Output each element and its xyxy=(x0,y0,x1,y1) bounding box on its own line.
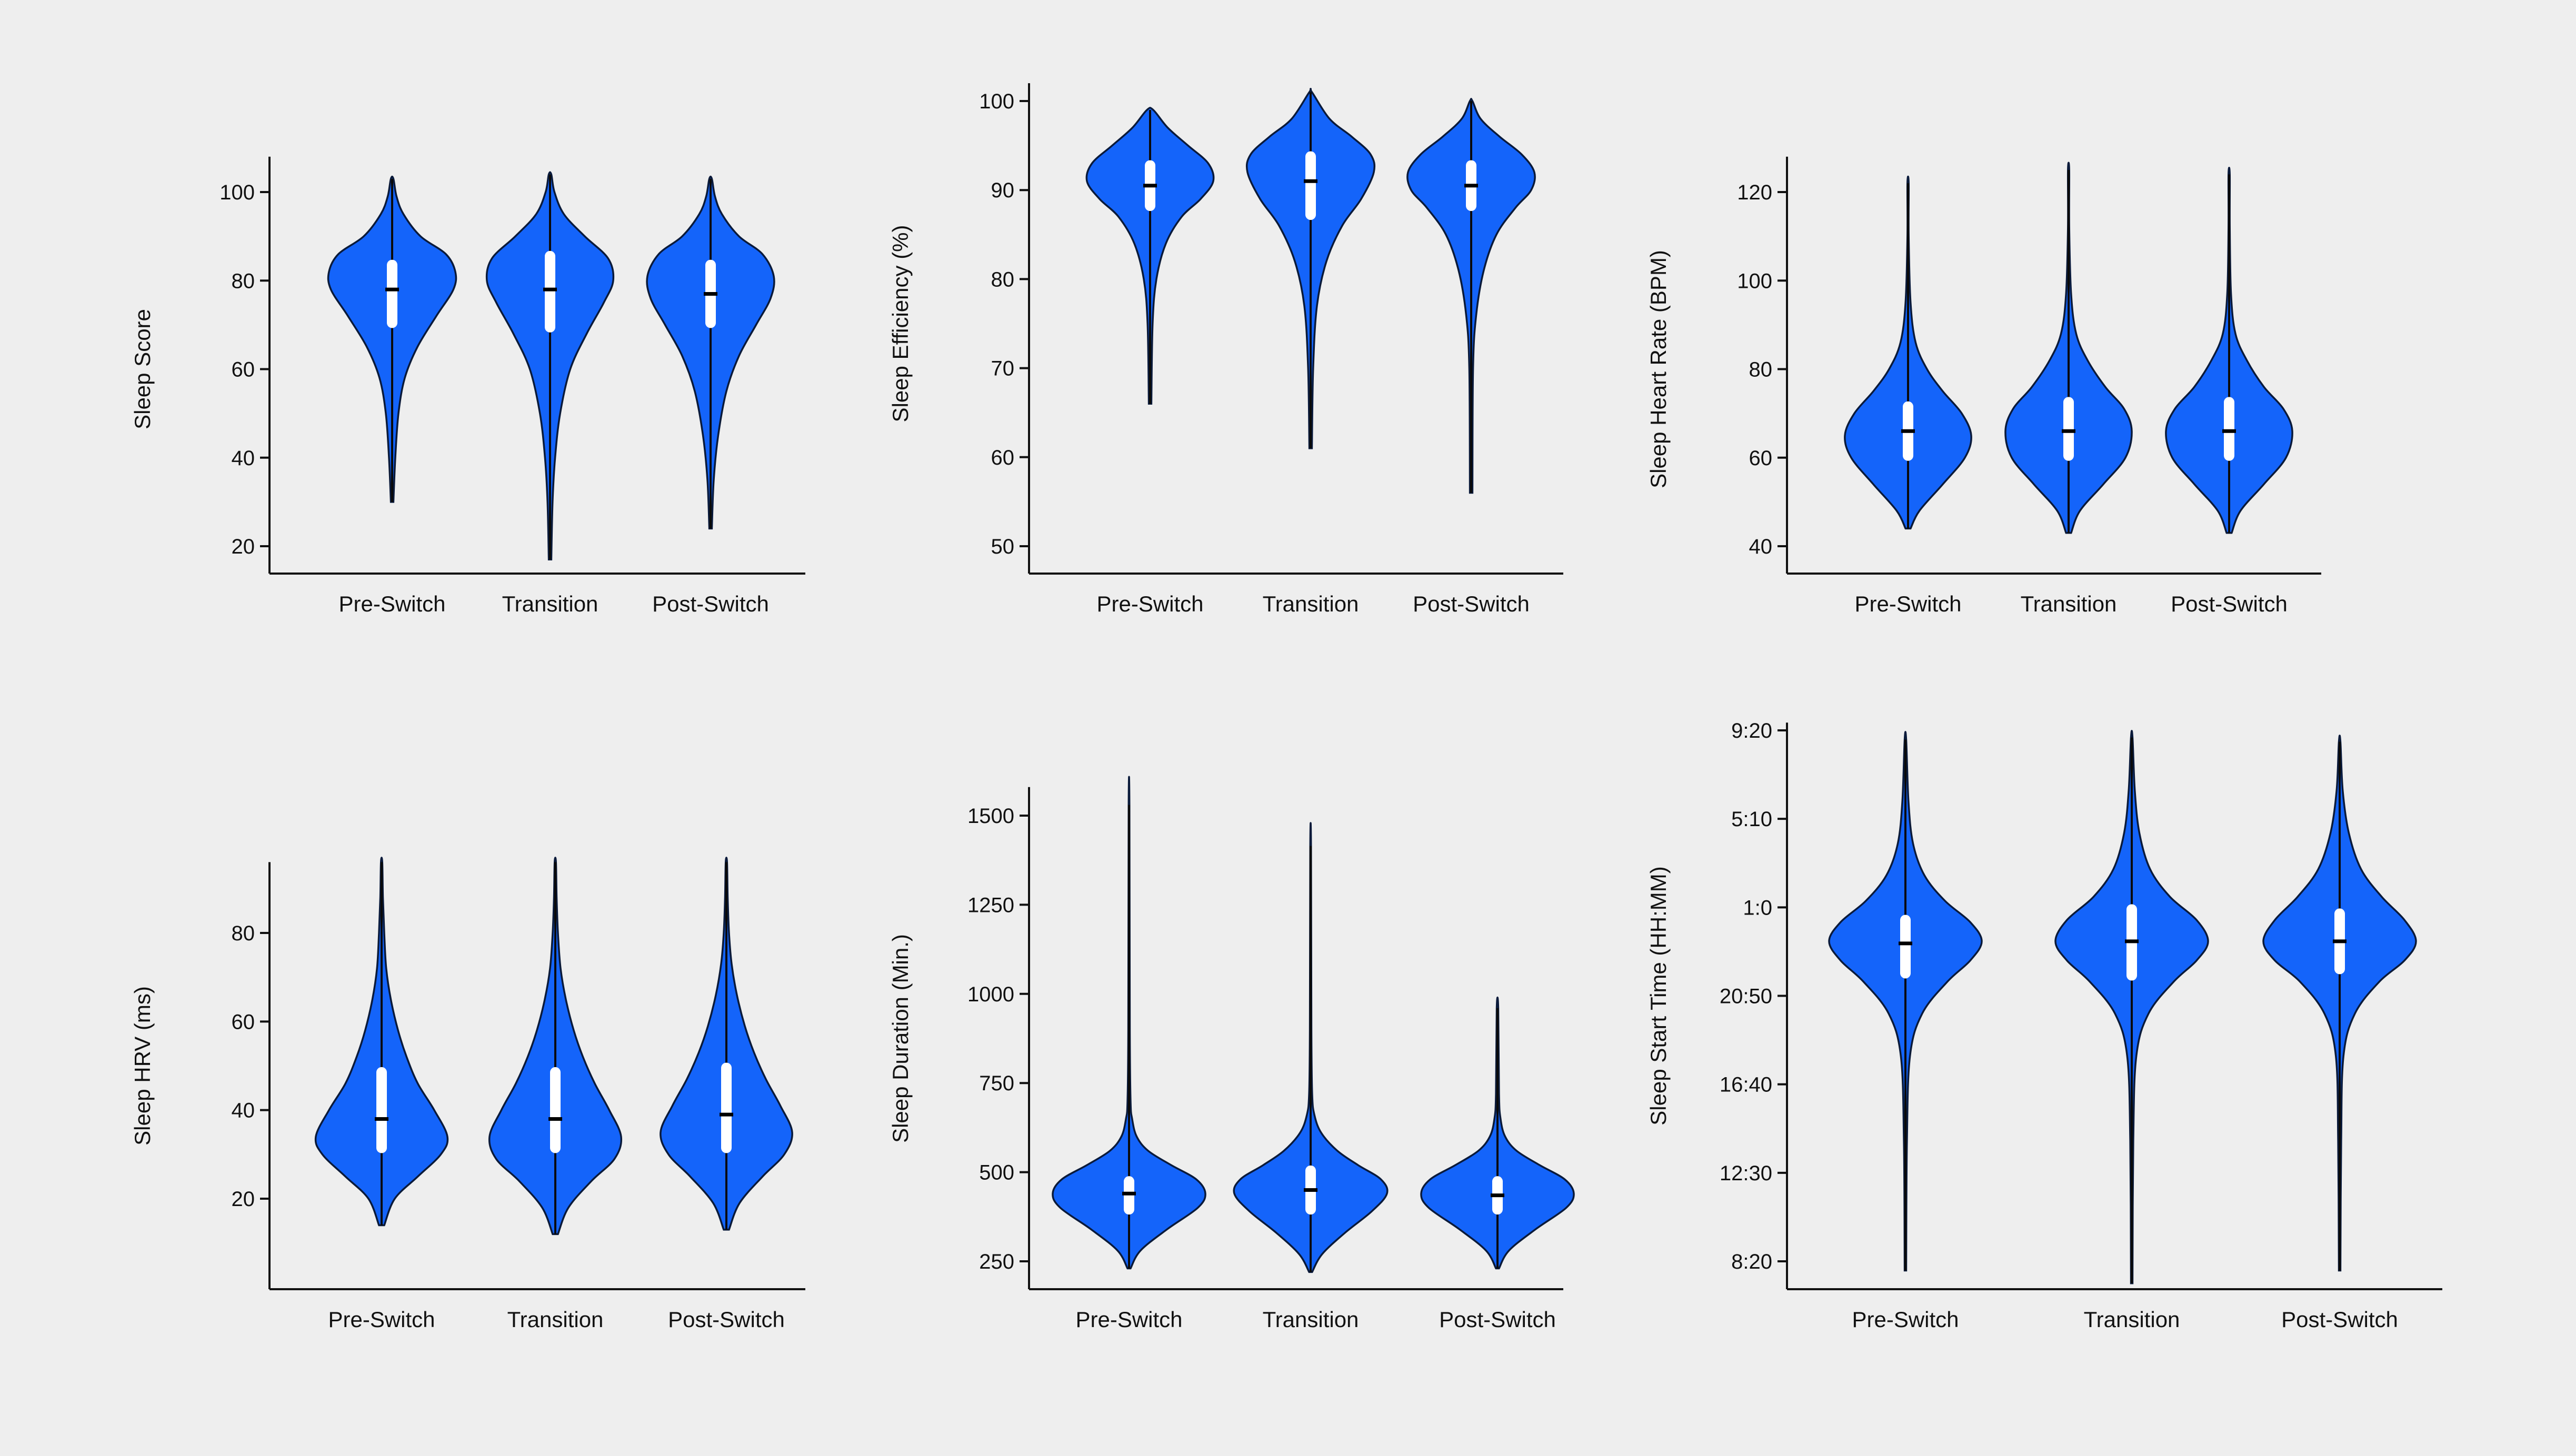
x-category-label: Pre-Switch xyxy=(1075,1307,1182,1332)
chart-panel: 8:20 12:30 16:40 20:50 1:0 5:10 9:20 Sleep Star… xyxy=(1646,719,2442,1332)
y-tick-label: 40 xyxy=(232,447,255,470)
y-tick-label: 750 xyxy=(979,1072,1014,1095)
x-category-label: Post-Switch xyxy=(1439,1307,1556,1332)
y-tick-label: 1000 xyxy=(967,983,1014,1006)
y-tick-label: 50 xyxy=(991,535,1015,558)
y-tick-label: 20:50 xyxy=(1720,985,1772,1008)
x-category-label: Post-Switch xyxy=(652,591,769,616)
y-tick-label: 20 xyxy=(232,535,255,558)
x-category-label: Post-Switch xyxy=(668,1307,785,1332)
x-category-label: Transition xyxy=(1263,591,1359,616)
y-tick-label: 12:30 xyxy=(1720,1162,1772,1185)
y-tick-label: 90 xyxy=(991,179,1015,202)
y-tick-label: 1:0 xyxy=(1743,896,1772,919)
y-axis-title: Sleep Start Time (HH:MM) xyxy=(1646,866,1671,1125)
y-tick-label: 60 xyxy=(991,446,1015,469)
y-tick-label: 100 xyxy=(219,181,255,204)
y-tick-label: 5:10 xyxy=(1731,808,1772,831)
y-tick-label: 20 xyxy=(232,1188,255,1211)
x-category-label: Post-Switch xyxy=(2281,1307,2398,1332)
y-tick-label: 80 xyxy=(1749,358,1773,381)
y-tick-label: 500 xyxy=(979,1161,1014,1184)
y-tick-label: 250 xyxy=(979,1250,1014,1273)
y-tick-label: 9:20 xyxy=(1731,719,1772,742)
y-tick-label: 80 xyxy=(232,922,255,945)
x-category-label: Transition xyxy=(1263,1307,1359,1332)
x-category-label: Pre-Switch xyxy=(338,591,445,616)
y-tick-label: 60 xyxy=(1749,447,1773,470)
y-tick-label: 80 xyxy=(232,269,255,293)
chart-panel: 20 40 60 80 Sleep HRV (ms) Pre-Switch Transiti… xyxy=(130,857,805,1332)
x-category-label: Transition xyxy=(2084,1307,2180,1332)
x-category-label: Transition xyxy=(502,591,598,616)
y-axis-title: Sleep Heart Rate (BPM) xyxy=(1646,250,1671,488)
chart-panel: 40 60 80 100 120 Sleep Heart Rate (BPM) Pre-Sw… xyxy=(1646,156,2321,616)
y-axis-title: Sleep Efficiency (%) xyxy=(888,225,913,422)
x-category-label: Post-Switch xyxy=(1413,591,1530,616)
x-category-label: Transition xyxy=(507,1307,604,1332)
y-tick-label: 60 xyxy=(232,358,255,381)
y-axis-title: Sleep Duration (Min.) xyxy=(888,934,913,1143)
y-tick-label: 40 xyxy=(1749,535,1773,558)
y-tick-label: 100 xyxy=(979,90,1014,113)
chart-panel: 250 500 750 1000 1250 1500 Sleep Duration (Min… xyxy=(888,776,1575,1332)
y-tick-label: 100 xyxy=(1737,269,1772,293)
y-tick-label: 40 xyxy=(232,1099,255,1122)
x-category-label: Post-Switch xyxy=(2171,591,2288,616)
y-axis-title: Sleep Score xyxy=(130,309,155,429)
chart-panel: 50 60 70 80 90 100 Sleep Efficiency (%) Pre-Swi… xyxy=(888,83,1563,616)
y-tick-label: 1250 xyxy=(967,893,1014,917)
y-tick-label: 16:40 xyxy=(1720,1073,1772,1097)
y-axis-title: Sleep HRV (ms) xyxy=(130,986,155,1146)
chart-panel: 20 40 60 80 100 Sleep Score Pre-Switch Transiti… xyxy=(130,156,805,616)
y-tick-label: 80 xyxy=(991,268,1015,291)
y-tick-label: 1500 xyxy=(967,805,1014,828)
x-category-label: Pre-Switch xyxy=(328,1307,435,1332)
x-category-label: Pre-Switch xyxy=(1854,591,1961,616)
x-category-label: Transition xyxy=(2021,591,2117,616)
y-tick-label: 70 xyxy=(991,357,1015,380)
x-category-label: Pre-Switch xyxy=(1096,591,1203,616)
x-category-label: Pre-Switch xyxy=(1852,1307,1959,1332)
y-tick-label: 120 xyxy=(1737,181,1772,204)
y-tick-label: 60 xyxy=(232,1010,255,1033)
y-tick-label: 8:20 xyxy=(1731,1250,1772,1273)
